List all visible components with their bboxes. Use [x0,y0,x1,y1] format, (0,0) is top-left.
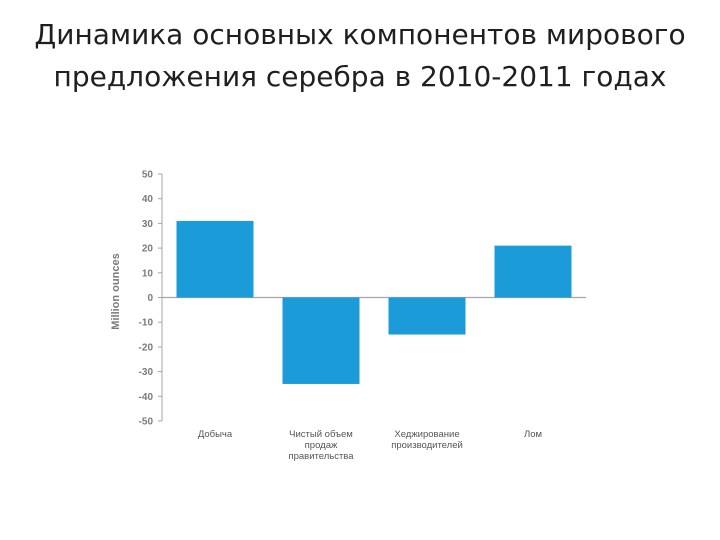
category-label-1: Добыча [198,429,233,440]
y-tick-label: 0 [147,293,153,304]
y-tick-label: -20 [139,342,154,353]
y-tick-label: 50 [142,170,154,181]
y-tick-label: 40 [142,194,154,205]
category-label-4: Лом [524,429,542,440]
bar-2 [282,297,360,384]
y-tick-label: 10 [142,268,154,279]
y-tick-label: -40 [139,392,154,403]
bar-3 [388,297,466,335]
category-label-2: Чистый объем продаж правительства [288,429,354,462]
y-tick-label: 20 [142,244,154,255]
y-tick-label: -50 [139,417,154,428]
y-tick-label: -10 [139,318,154,329]
slide-title: Динамика основных компонентов мирового п… [34,18,686,93]
bar-1 [176,220,254,298]
y-axis-title: Million ounces [110,253,122,329]
y-tick-label: -30 [139,367,154,378]
y-tick-label: 30 [142,219,154,230]
bar-4 [494,245,572,298]
category-label-3: Хеджирование производителей [391,429,463,451]
